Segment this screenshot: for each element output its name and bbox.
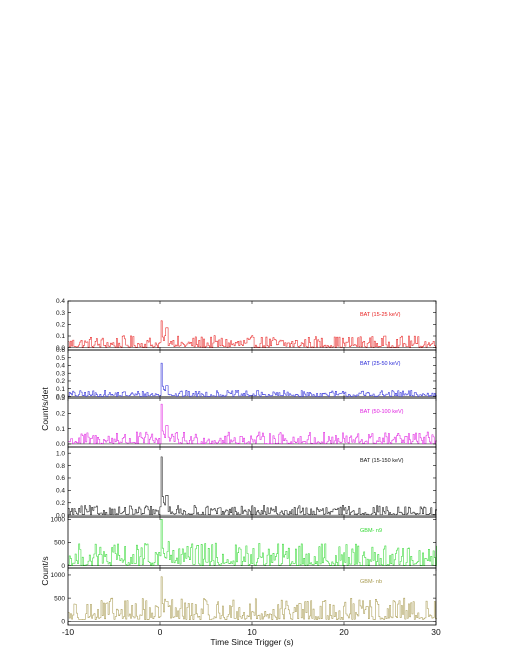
y-tick-label-2-1: 0.1: [56, 386, 65, 393]
y-tick-label-4-0: 0.0: [56, 512, 65, 519]
y-tick-label-1-0: 0.0: [56, 345, 65, 352]
y-tick-label-6-2: 1000: [51, 572, 66, 579]
series-line-1: [68, 320, 437, 348]
panel-3: 0.0 0.1 0.2 0.3 BAT (50-100 keV): [56, 395, 437, 448]
legend-label-4: BAT (15-150 keV): [360, 458, 404, 464]
x-tick-label-4: 30: [431, 627, 441, 637]
y-tick-label-4-3: 0.6: [56, 475, 65, 482]
x-axis: -10 0 10 20 30: [62, 627, 441, 637]
y-tick-label-5-0: 0: [61, 563, 65, 570]
x-tick-label-3: 20: [339, 627, 349, 637]
y-tick-label-1-3: 0.3: [56, 310, 65, 317]
legend-label-5: GBM- n9: [360, 528, 382, 534]
y-tick-label-4-5: 1.0: [56, 450, 65, 457]
panel-1: 0.0 0.1 0.2 0.3 0.4 BAT (15-25 keV): [56, 298, 437, 352]
legend-label-1: BAT (15-25 keV): [360, 312, 401, 318]
y-tick-label-3-3: 0.3: [56, 395, 65, 402]
y-tick-label-5-1: 500: [54, 540, 65, 547]
y-tick-label-1-2: 0.2: [56, 322, 65, 329]
panel-6: 0 500 1000 GBM- nb: [51, 567, 437, 625]
series-line-2: [68, 362, 437, 397]
y-axis-title-detector-rate: Count/s/det: [40, 387, 50, 431]
x-axis-title: Time Since Trigger (s): [210, 637, 293, 647]
y-tick-label-6-0: 0: [61, 618, 65, 625]
y-tick-label-3-0: 0.0: [56, 441, 65, 448]
y-tick-label-2-0: 0.0: [56, 394, 65, 401]
y-tick-label-5-2: 1000: [51, 517, 66, 524]
panel-frame-3: [67, 397, 437, 448]
series-line-6: [68, 576, 437, 620]
y-tick-label-2-3: 0.3: [56, 370, 65, 377]
y-tick-label-2-6: 0.6: [56, 347, 65, 354]
series-line-4: [68, 456, 437, 516]
y-tick-label-4-2: 0.4: [56, 488, 65, 495]
panel-frame-2: [67, 349, 437, 399]
x-tick-label-2: 10: [247, 627, 257, 637]
y-tick-label-1-4: 0.4: [56, 298, 65, 305]
y-tick-label-4-1: 0.2: [56, 500, 65, 507]
legend-label-3: BAT (50-100 keV): [360, 409, 404, 415]
y-tick-label-2-2: 0.2: [56, 378, 65, 385]
y-axis-title-count-rate: Count/s: [40, 556, 50, 585]
panel-4: 0.0 0.2 0.4 0.6 0.8 1.0 BAT (15-150 keV): [56, 446, 437, 519]
y-tick-label-3-2: 0.2: [56, 411, 65, 418]
y-tick-label-4-4: 0.8: [56, 463, 65, 470]
x-tick-label-0: -10: [62, 627, 75, 637]
series-line-3: [68, 403, 437, 445]
legend-label-6: GBM- nb: [360, 579, 382, 585]
x-tick-label-1: 0: [158, 627, 163, 637]
y-tick-label-2-5: 0.5: [56, 355, 65, 362]
legend-label-2: BAT (25-50 keV): [360, 361, 401, 367]
series-line-5: [68, 519, 437, 566]
panel-5: 0 500 1000 GBM- n9: [51, 517, 437, 570]
y-tick-label-6-1: 500: [54, 595, 65, 602]
panel-frame-1: [67, 300, 437, 351]
y-tick-label-1-1: 0.1: [56, 333, 65, 340]
y-tick-label-3-1: 0.1: [56, 426, 65, 433]
y-tick-label-2-4: 0.4: [56, 363, 65, 370]
